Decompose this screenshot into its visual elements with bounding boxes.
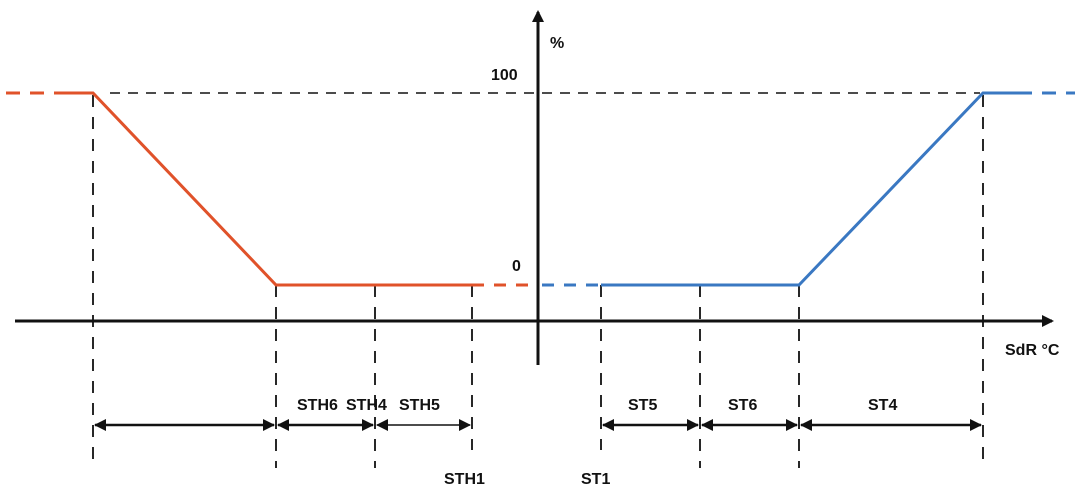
x-axis-label: SdR °C [1005, 342, 1060, 359]
cooling-curve [542, 91, 1075, 287]
y-tick-100: 100 [491, 67, 518, 84]
guide-lines [92, 95, 984, 468]
threshold-label-st1: ST1 [581, 471, 610, 488]
span-label-sth6: STH6 [297, 397, 338, 414]
y-axis-label: % [550, 35, 564, 52]
heating-curve [6, 91, 530, 287]
span-label-st5: ST5 [628, 397, 657, 414]
y-tick-0: 0 [512, 258, 521, 275]
cooling-curve-solid [601, 91, 1018, 287]
span-label-sth4: STH4 [346, 397, 387, 414]
span-label-sth5: STH5 [399, 397, 440, 414]
span-label-st4: ST4 [868, 397, 897, 414]
heating-curve-solid [62, 91, 472, 287]
threshold-label-sth1: STH1 [444, 471, 485, 488]
span-label-st6: ST6 [728, 397, 757, 414]
